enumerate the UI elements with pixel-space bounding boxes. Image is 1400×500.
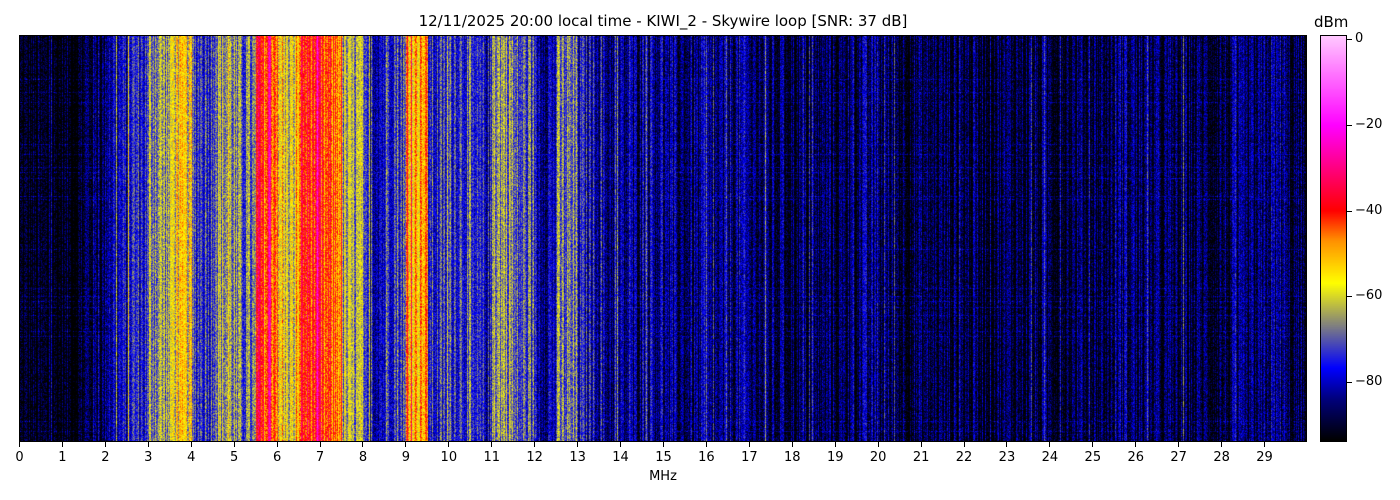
x-tick-label: 7: [315, 450, 325, 465]
x-tick: [1006, 442, 1008, 447]
x-tick-label: 12: [526, 450, 543, 465]
x-tick-label: 15: [655, 450, 672, 465]
x-tick-label: 19: [826, 450, 844, 465]
x-tick: [448, 442, 450, 447]
x-tick: [190, 442, 192, 447]
x-tick-label: 20: [869, 450, 887, 465]
x-tick-label: 13: [569, 450, 586, 465]
colorbar-tick: [1347, 124, 1352, 126]
colorbar-tick-label: −20: [1355, 116, 1383, 132]
x-tick: [1049, 442, 1051, 447]
x-tick-label: 25: [1084, 450, 1102, 465]
x-tick-label: 27: [1170, 450, 1187, 465]
x-tick: [834, 442, 836, 447]
colorbar-tick-label: −60: [1355, 288, 1383, 304]
x-tick: [233, 442, 235, 447]
x-tick-label: 9: [401, 450, 411, 465]
x-tick: [1221, 442, 1223, 447]
x-tick: [705, 442, 707, 447]
chart-title: 12/11/2025 20:00 local time - KIWI_2 - S…: [418, 12, 908, 30]
x-tick-label: 28: [1213, 450, 1230, 465]
colorbar-tick: [1347, 382, 1352, 384]
colorbar-tick: [1347, 210, 1352, 212]
x-tick: [491, 442, 493, 447]
x-tick-label: 26: [1127, 450, 1145, 465]
x-tick-label: 22: [955, 450, 973, 465]
x-tick: [104, 442, 106, 447]
colorbar-tick-label: −40: [1355, 202, 1383, 218]
x-tick-label: 1: [58, 450, 67, 465]
colorbar-tick-label: 0: [1355, 31, 1364, 47]
x-tick: [920, 442, 922, 447]
x-tick-label: 18: [784, 450, 801, 465]
x-tick-label: 21: [912, 450, 930, 465]
x-tick-label: 23: [998, 450, 1016, 465]
x-tick-label: 17: [741, 450, 758, 465]
x-tick-label: 6: [272, 450, 282, 465]
x-axis-label: MHz: [649, 469, 677, 484]
x-tick-label: 2: [101, 450, 110, 465]
x-tick-label: 16: [698, 450, 715, 465]
x-tick: [577, 442, 579, 447]
spectrogram-heatmap: [20, 36, 1306, 441]
x-tick-label: 0: [15, 450, 24, 465]
x-tick-label: 4: [187, 450, 196, 465]
x-tick: [276, 442, 278, 447]
colorbar-tick-label: −80: [1355, 374, 1383, 390]
colorbar-tick: [1347, 296, 1352, 298]
x-tick: [534, 442, 536, 447]
x-tick-label: 3: [144, 450, 153, 465]
colorbar-gradient: [1321, 36, 1346, 441]
x-tick: [663, 442, 664, 447]
x-tick-label: 11: [483, 450, 501, 465]
colorbar-label: dBm: [1314, 13, 1349, 31]
x-tick: [620, 442, 622, 447]
x-tick: [1264, 442, 1266, 447]
x-tick-label: 29: [1256, 450, 1273, 465]
x-tick-label: 14: [612, 450, 629, 465]
x-tick: [748, 442, 750, 447]
x-tick-label: 10: [440, 450, 458, 465]
colorbar-frame: [1320, 35, 1347, 442]
x-tick: [1092, 442, 1094, 447]
x-tick: [19, 442, 20, 447]
x-tick: [147, 442, 149, 447]
x-tick: [362, 442, 364, 447]
colorbar-tick: [1347, 39, 1352, 41]
x-tick: [405, 442, 407, 447]
x-tick-label: 5: [230, 450, 239, 465]
x-tick: [61, 442, 63, 447]
x-tick-label: 24: [1041, 450, 1059, 465]
x-tick: [963, 442, 965, 447]
plot-frame: [19, 35, 1307, 442]
x-tick: [877, 442, 879, 447]
x-tick-label: 8: [358, 450, 368, 465]
x-tick: [1178, 442, 1180, 447]
x-tick: [1135, 442, 1137, 447]
x-tick: [791, 442, 793, 447]
x-tick: [319, 442, 321, 447]
